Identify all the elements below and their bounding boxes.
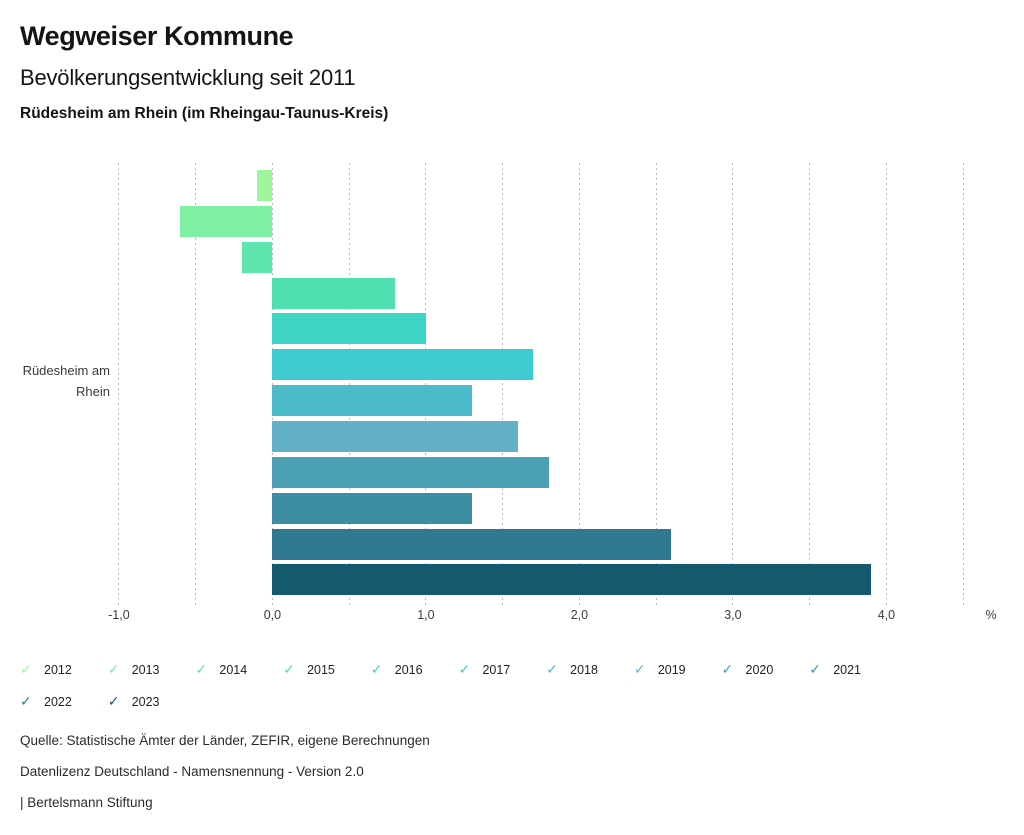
x-axis-tick-label: 0,0 [263, 608, 282, 622]
legend-item-2014[interactable]: ✓ 2014 [195, 654, 283, 686]
checkmark-icon: ✓ [20, 694, 32, 710]
legend-item-2018[interactable]: ✓ 2018 [546, 654, 634, 686]
gridline [809, 163, 811, 606]
bar-2014[interactable] [241, 241, 273, 273]
brand-note: | Bertelsmann Stiftung [20, 795, 153, 810]
legend-item-2017[interactable]: ✓ 2017 [458, 654, 546, 686]
y-axis-category-label: Rüdesheim am Rhein [0, 360, 110, 402]
license-note: Datenlizenz Deutschland - Namensnennung … [20, 764, 364, 779]
y-axis-category-label-line1: Rüdesheim am [22, 363, 110, 378]
region-title: Rüdesheim am Rhein (im Rheingau-Taunus-K… [20, 105, 389, 122]
x-axis-tick-label: 2,0 [570, 608, 589, 622]
gridline [578, 163, 580, 606]
checkmark-icon: ✓ [107, 662, 120, 678]
y-axis-category-label-line2: Rhein [76, 384, 110, 399]
x-axis-unit-label: % [985, 608, 997, 622]
bar-chart: Rüdesheim am Rhein -1,0 0,0 1,0 2,0 3,0 4,0% [0, 163, 997, 622]
gridline [502, 163, 504, 606]
bar-2023[interactable] [272, 564, 872, 596]
legend-year-label: 2016 [394, 663, 423, 677]
checkmark-icon: ✓ [370, 662, 383, 678]
gridline [348, 163, 350, 606]
legend-year-label: 2012 [44, 663, 72, 677]
legend-year-label: 2018 [570, 663, 598, 677]
bar-2012[interactable] [257, 170, 273, 201]
legend-item-2016[interactable]: ✓ 2016 [371, 654, 459, 686]
legend-item-2023[interactable]: ✓ 2023 [108, 686, 196, 718]
legend-year-label: 2014 [219, 663, 248, 677]
legend-item-2012[interactable]: ✓ 2012 [20, 654, 108, 686]
gridline [885, 163, 887, 606]
x-axis-tick-label: 3,0 [724, 608, 742, 622]
gridline [655, 163, 657, 606]
checkmark-icon: ✓ [107, 694, 120, 710]
checkmark-icon: ✓ [458, 662, 471, 678]
legend-item-2015[interactable]: ✓ 2015 [283, 654, 371, 686]
gridline [425, 163, 427, 606]
bar-2020[interactable] [272, 456, 549, 488]
bar-2021[interactable] [272, 492, 472, 524]
legend: ✓ 2012 ✓ 2013 ✓ 2014 ✓ 2015 ✓ 2016 ✓ 2017 ✓ 2018 ✓ 2019… [20, 654, 920, 718]
source-note: Quelle: Statistische Ämter der Länder, Z… [20, 733, 430, 748]
bar-2013[interactable] [180, 205, 273, 237]
bar-2018[interactable] [272, 385, 472, 417]
checkmark-icon: ✓ [809, 662, 821, 678]
chart-subtitle: Bevölkerungsentwicklung seit 2011 [20, 65, 356, 90]
legend-year-label: 2021 [833, 663, 861, 677]
gridline [271, 163, 273, 606]
checkmark-icon: ✓ [20, 662, 32, 678]
legend-year-label: 2022 [44, 695, 72, 709]
gridline [732, 163, 734, 606]
bar-2019[interactable] [272, 421, 518, 453]
bar-2017[interactable] [272, 349, 534, 381]
bar-2022[interactable] [272, 528, 672, 560]
legend-item-2022[interactable]: ✓ 2022 [20, 686, 108, 718]
legend-year-label: 2019 [657, 663, 686, 677]
x-axis-tick-label: 1,0 [417, 608, 435, 622]
page-title: Wegweiser Kommune [20, 21, 294, 51]
legend-year-label: 2015 [307, 663, 335, 677]
legend-year-label: 2023 [131, 695, 160, 709]
gridline [962, 163, 964, 606]
legend-year-label: 2013 [131, 663, 160, 677]
legend-item-2019[interactable]: ✓ 2019 [634, 654, 722, 686]
x-axis-tick-label: -1,0 [108, 608, 130, 622]
legend-item-2020[interactable]: ✓ 2020 [722, 654, 810, 686]
checkmark-icon: ✓ [283, 662, 295, 678]
gridline [195, 163, 197, 606]
bar-2016[interactable] [272, 313, 426, 345]
checkmark-icon: ✓ [721, 662, 734, 678]
x-axis-tick-label: 4,0 [877, 608, 896, 622]
bar-2015[interactable] [272, 277, 396, 309]
checkmark-icon: ✓ [546, 662, 558, 678]
checkmark-icon: ✓ [195, 662, 208, 678]
legend-year-label: 2017 [482, 663, 511, 677]
checkmark-icon: ✓ [633, 662, 646, 678]
legend-item-2021[interactable]: ✓ 2021 [809, 654, 897, 686]
legend-item-2013[interactable]: ✓ 2013 [108, 654, 196, 686]
legend-year-label: 2020 [745, 663, 774, 677]
gridline [118, 163, 120, 606]
